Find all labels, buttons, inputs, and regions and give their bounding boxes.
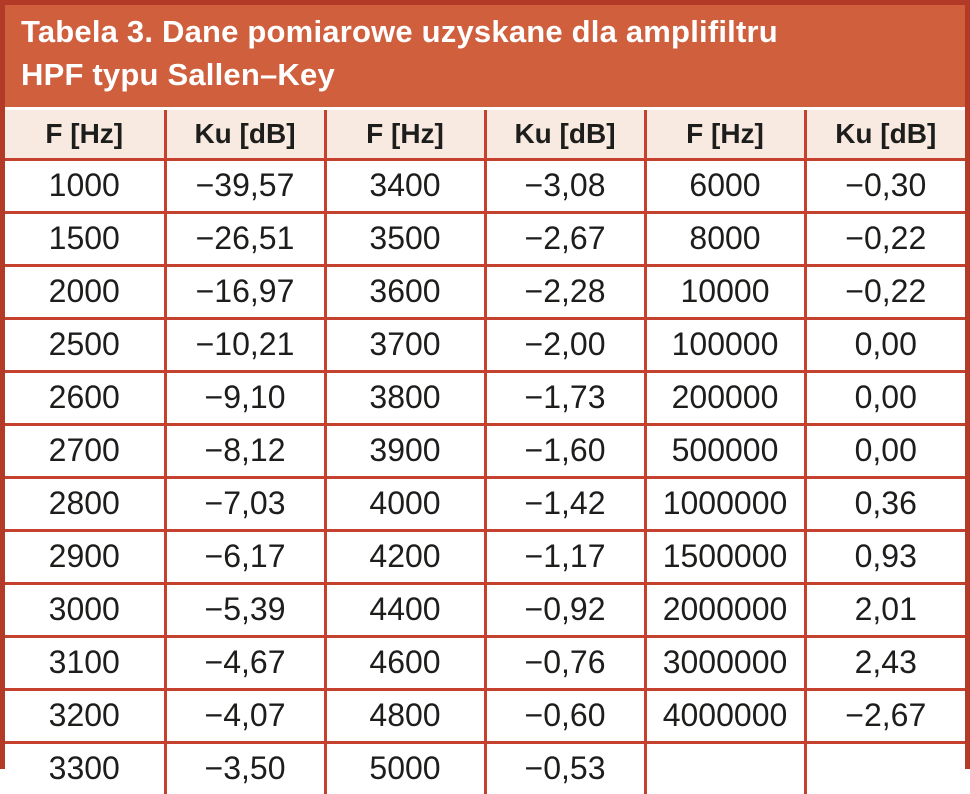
table-cell: −10,21 xyxy=(163,316,327,373)
table-cell: 2000 xyxy=(5,263,167,320)
table-cell: −1,42 xyxy=(483,475,647,532)
table-cell: −2,67 xyxy=(483,210,647,267)
table-cell: 2900 xyxy=(5,528,167,585)
table-cell: 500000 xyxy=(643,422,807,479)
table-cell: −2,00 xyxy=(483,316,647,373)
table-cell: 2,43 xyxy=(803,634,965,691)
table-cell: −5,39 xyxy=(163,581,327,638)
table-cell: 0,36 xyxy=(803,475,965,532)
table-cell: 10000 xyxy=(643,263,807,320)
table-cell: 3700 xyxy=(323,316,487,373)
table-row: 2900 −6,17 4200 −1,17 1500000 0,93 xyxy=(5,528,965,585)
col-header-ku-db-2: Ku [dB] xyxy=(483,109,647,161)
header-row: F [Hz] Ku [dB] F [Hz] Ku [dB] F [Hz] Ku … xyxy=(5,109,965,161)
table-cell: −0,22 xyxy=(803,210,965,267)
table-cell: −9,10 xyxy=(163,369,327,426)
table-cell: −0,76 xyxy=(483,634,647,691)
table-cell: −4,07 xyxy=(163,687,327,744)
table-cell: 2000000 xyxy=(643,581,807,638)
col-header-ku-db-1: Ku [dB] xyxy=(163,109,327,161)
table-cell xyxy=(803,740,965,794)
table-row: 2700 −8,12 3900 −1,60 500000 0,00 xyxy=(5,422,965,479)
table-cell xyxy=(643,740,807,794)
table-cell: −3,08 xyxy=(483,157,647,214)
table-cell: −3,50 xyxy=(163,740,327,794)
table-cell: 100000 xyxy=(643,316,807,373)
table-cell: −0,53 xyxy=(483,740,647,794)
table-cell: 4000 xyxy=(323,475,487,532)
table-cell: 2,01 xyxy=(803,581,965,638)
table-row: 2500 −10,21 3700 −2,00 100000 0,00 xyxy=(5,316,965,373)
table-cell: 4400 xyxy=(323,581,487,638)
table-title-line1: Tabela 3. Dane pomiarowe uzyskane dla am… xyxy=(21,14,778,49)
table-cell: −1,60 xyxy=(483,422,647,479)
table-cell: −0,92 xyxy=(483,581,647,638)
table-head: F [Hz] Ku [dB] F [Hz] Ku [dB] F [Hz] Ku … xyxy=(5,109,965,161)
table-cell: 4800 xyxy=(323,687,487,744)
table-cell: −4,67 xyxy=(163,634,327,691)
table-cell: 2500 xyxy=(5,316,167,373)
table-cell: 4600 xyxy=(323,634,487,691)
table-row: 1000 −39,57 3400 −3,08 6000 −0,30 xyxy=(5,157,965,214)
table-title-line2: HPF typu Sallen–Key xyxy=(21,56,335,92)
table-grid-wrapper: F [Hz] Ku [dB] F [Hz] Ku [dB] F [Hz] Ku … xyxy=(5,109,965,794)
col-header-f-hz-1: F [Hz] xyxy=(5,109,167,161)
table-cell: −2,67 xyxy=(803,687,965,744)
col-header-f-hz-2: F [Hz] xyxy=(323,109,487,161)
table-cell: 200000 xyxy=(643,369,807,426)
table-title: Tabela 3. Dane pomiarowe uzyskane dla am… xyxy=(5,5,965,110)
table-row: 3000 −5,39 4400 −0,92 2000000 2,01 xyxy=(5,581,965,638)
table-cell: 0,00 xyxy=(803,316,965,373)
col-header-f-hz-3: F [Hz] xyxy=(643,109,807,161)
table-cell: 0,93 xyxy=(803,528,965,585)
table-cell: −1,17 xyxy=(483,528,647,585)
table-cell: 5000 xyxy=(323,740,487,794)
measurement-data-table: F [Hz] Ku [dB] F [Hz] Ku [dB] F [Hz] Ku … xyxy=(5,109,965,794)
table-cell: 1000 xyxy=(5,157,167,214)
table-cell: 3900 xyxy=(323,422,487,479)
table-cell: 3000000 xyxy=(643,634,807,691)
table-cell: −8,12 xyxy=(163,422,327,479)
table-cell: 0,00 xyxy=(803,369,965,426)
table-cell: 3100 xyxy=(5,634,167,691)
table-cell: −16,97 xyxy=(163,263,327,320)
table-cell: 1500000 xyxy=(643,528,807,585)
table-cell: −0,30 xyxy=(803,157,965,214)
table-cell: 2600 xyxy=(5,369,167,426)
table-cell: 3600 xyxy=(323,263,487,320)
table-row: 3200 −4,07 4800 −0,60 4000000 −2,67 xyxy=(5,687,965,744)
table-cell: 0,00 xyxy=(803,422,965,479)
table-cell: 3300 xyxy=(5,740,167,794)
table-row: 2600 −9,10 3800 −1,73 200000 0,00 xyxy=(5,369,965,426)
table-cell: 4200 xyxy=(323,528,487,585)
table-cell: 3400 xyxy=(323,157,487,214)
table-cell: −2,28 xyxy=(483,263,647,320)
table-row: 3100 −4,67 4600 −0,76 3000000 2,43 xyxy=(5,634,965,691)
table-cell: −1,73 xyxy=(483,369,647,426)
table-row: 3300 −3,50 5000 −0,53 xyxy=(5,740,965,794)
table-cell: 3200 xyxy=(5,687,167,744)
table-cell: 4000000 xyxy=(643,687,807,744)
table-cell: −0,60 xyxy=(483,687,647,744)
table-cell: −0,22 xyxy=(803,263,965,320)
table-cell: 2800 xyxy=(5,475,167,532)
table-cell: 2700 xyxy=(5,422,167,479)
table-cell: 3800 xyxy=(323,369,487,426)
table-cell: 3000 xyxy=(5,581,167,638)
table-cell: −26,51 xyxy=(163,210,327,267)
table-cell: 6000 xyxy=(643,157,807,214)
table-cell: −39,57 xyxy=(163,157,327,214)
col-header-ku-db-3: Ku [dB] xyxy=(803,109,965,161)
table-cell: −6,17 xyxy=(163,528,327,585)
table-cell: −7,03 xyxy=(163,475,327,532)
table-cell: 1500 xyxy=(5,210,167,267)
table-row: 1500 −26,51 3500 −2,67 8000 −0,22 xyxy=(5,210,965,267)
table-cell: 3500 xyxy=(323,210,487,267)
table-row: 2800 −7,03 4000 −1,42 1000000 0,36 xyxy=(5,475,965,532)
table-body: 1000 −39,57 3400 −3,08 6000 −0,30 1500 −26,51 35… xyxy=(5,157,965,794)
table-cell: 8000 xyxy=(643,210,807,267)
table-cell: 1000000 xyxy=(643,475,807,532)
table-row: 2000 −16,97 3600 −2,28 10000 −0,22 xyxy=(5,263,965,320)
